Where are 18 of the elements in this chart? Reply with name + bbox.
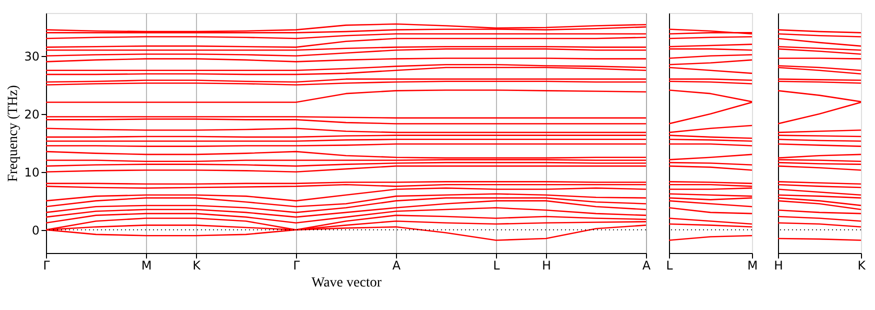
x-tick-label: Γ (293, 258, 300, 272)
y-tick-label: 20 (24, 107, 40, 122)
x-tick-label: H (774, 258, 784, 272)
x-tick-label: K (192, 258, 202, 272)
x-axis-title: Wave vector (312, 276, 382, 290)
x-tick-label: A (642, 258, 652, 272)
x-tick-label: L (493, 258, 500, 272)
x-tick-label: L (666, 258, 674, 272)
x-tick-label: K (858, 258, 867, 272)
y-axis-title: Frequency (THz) (6, 84, 22, 182)
x-tick-label: Γ (43, 258, 50, 272)
x-tick-label: H (542, 258, 552, 272)
x-tick-label: M (747, 258, 758, 272)
x-tick-label: M (141, 258, 152, 272)
y-tick-label: 10 (24, 165, 40, 180)
x-tick-label: A (392, 258, 402, 272)
y-tick-label: 30 (24, 49, 40, 64)
y-tick-label: 0 (32, 223, 40, 238)
